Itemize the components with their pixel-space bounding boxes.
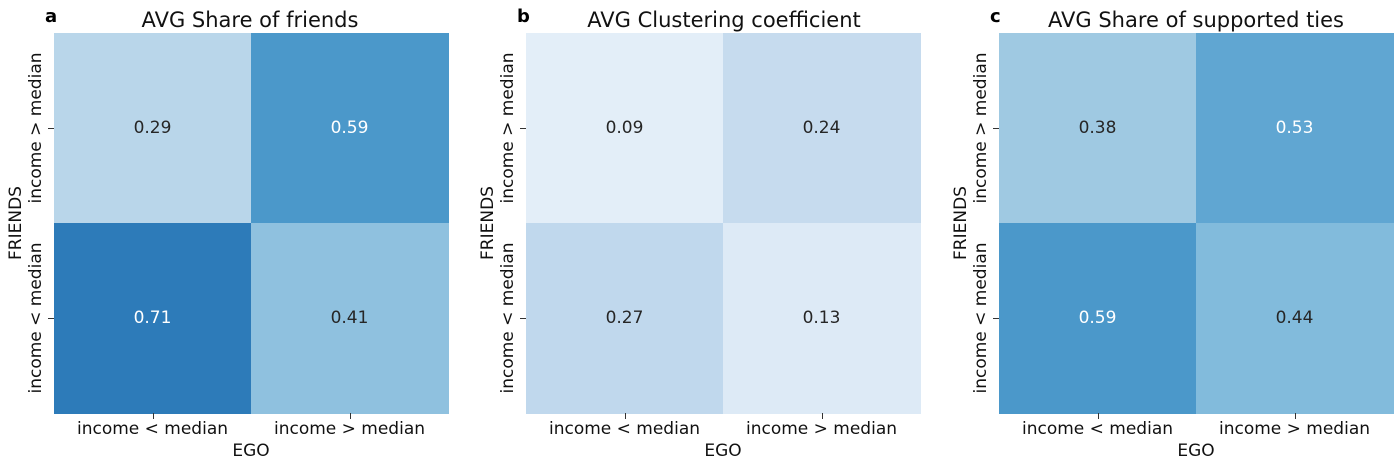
heatmap-cell	[526, 223, 724, 414]
cell-value-label: 0.41	[330, 308, 369, 328]
heatmap-cell	[251, 33, 449, 224]
x-tick-label: income > median	[1218, 419, 1371, 439]
heatmap-panel-a: a AVG Share of friends 0.29 0.59 0.71 0.41 …	[0, 0, 460, 468]
x-tick-mark	[349, 413, 351, 419]
y-axis-label: FRIENDS	[6, 186, 26, 260]
cell-value-label: 0.09	[605, 118, 644, 138]
x-tick-mark	[1097, 413, 1099, 419]
x-tick-label: income > median	[273, 419, 426, 439]
cell-value-label: 0.13	[802, 308, 841, 328]
heatmap-cell	[251, 223, 449, 414]
y-tick-label: income < median	[971, 242, 991, 394]
cell-value-label: 0.71	[133, 308, 172, 328]
cell-value-label: 0.27	[605, 308, 644, 328]
y-tick-mark	[48, 318, 54, 319]
x-tick-label: income < median	[1021, 419, 1174, 439]
heatmap-cell	[999, 33, 1197, 224]
y-axis-label: FRIENDS	[951, 186, 971, 260]
heatmap-grid: 0.09 0.24 0.27 0.13	[526, 33, 921, 414]
chart-title: AVG Share of supported ties	[1047, 8, 1345, 32]
heatmap-grid: 0.29 0.59 0.71 0.41	[54, 33, 449, 414]
heatmap-panel-c: c AVG Share of supported ties 0.38 0.53 0.…	[945, 0, 1400, 468]
heatmap-cell	[999, 223, 1197, 414]
y-tick-label: income < median	[26, 242, 46, 394]
x-axis-label: EGO	[232, 441, 270, 461]
panel-letter: c	[990, 6, 1001, 27]
heatmap-cell	[526, 33, 724, 224]
panel-letter: a	[45, 6, 58, 27]
heatmap-cell	[1196, 33, 1394, 224]
heatmap-cell	[54, 223, 252, 414]
y-tick-mark	[48, 128, 54, 129]
y-tick-mark	[520, 128, 526, 129]
y-tick-mark	[993, 128, 999, 129]
heatmap-cell	[1196, 223, 1394, 414]
cell-value-label: 0.59	[330, 118, 369, 138]
y-axis-label: FRIENDS	[478, 186, 498, 260]
x-tick-label: income < median	[76, 419, 229, 439]
cell-value-label: 0.44	[1275, 308, 1314, 328]
heatmap-panel-b: b AVG Clustering coefficient 0.09 0.24 0.2…	[472, 0, 932, 468]
heatmap-cell	[723, 223, 921, 414]
chart-title: AVG Share of friends	[141, 8, 359, 32]
x-tick-mark	[624, 413, 626, 419]
chart-title: AVG Clustering coefficient	[587, 8, 861, 32]
y-tick-label: income < median	[498, 242, 518, 394]
x-tick-label: income > median	[745, 419, 898, 439]
x-axis-label: EGO	[1177, 441, 1215, 461]
x-tick-mark	[1294, 413, 1296, 419]
y-tick-label: income > median	[26, 52, 46, 204]
x-tick-mark	[821, 413, 823, 419]
x-tick-label: income < median	[548, 419, 701, 439]
heatmap-grid: 0.38 0.53 0.59 0.44	[999, 33, 1394, 414]
cell-value-label: 0.38	[1078, 118, 1117, 138]
heatmap-cell	[54, 33, 252, 224]
cell-value-label: 0.53	[1275, 118, 1314, 138]
y-tick-label: income > median	[498, 52, 518, 204]
cell-value-label: 0.59	[1078, 308, 1117, 328]
y-tick-mark	[520, 318, 526, 319]
cell-value-label: 0.29	[133, 118, 172, 138]
x-tick-mark	[152, 413, 154, 419]
x-axis-label: EGO	[704, 441, 742, 461]
heatmap-cell	[723, 33, 921, 224]
y-tick-label: income > median	[971, 52, 991, 204]
cell-value-label: 0.24	[802, 118, 841, 138]
y-tick-mark	[993, 318, 999, 319]
panel-letter: b	[517, 6, 530, 27]
